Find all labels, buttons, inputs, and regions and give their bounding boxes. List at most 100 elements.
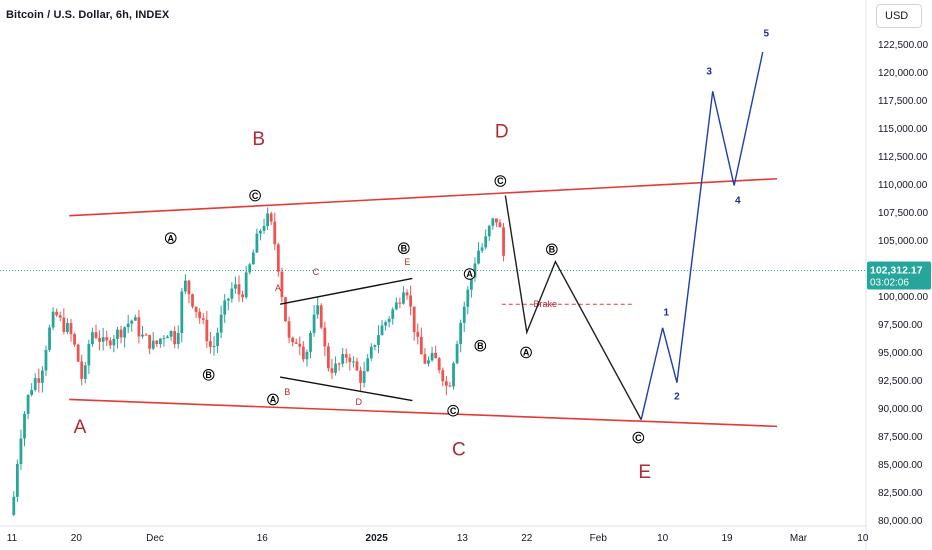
candle-body — [87, 344, 91, 366]
candle-body — [287, 321, 291, 338]
circled-label-c: C — [494, 175, 507, 187]
candle-body — [477, 250, 480, 264]
candle-body — [194, 306, 198, 312]
y-tick-label: 90,000.00 — [878, 404, 923, 415]
candle-body — [219, 314, 223, 333]
candle-body — [455, 344, 459, 364]
triangle-line-1[interactable] — [279, 277, 413, 305]
x-tick-label: Dec — [146, 533, 164, 544]
candle-body — [462, 306, 466, 323]
circle-mark — [546, 243, 558, 256]
candle-body — [391, 309, 395, 319]
x-tick-label: Feb — [590, 533, 608, 544]
y-tick-label: 110,000.00 — [878, 180, 928, 191]
circle-text: B — [401, 243, 408, 253]
candle-body — [212, 346, 216, 348]
candle-body — [276, 244, 280, 272]
wave-label-b: B — [252, 129, 265, 150]
candle-body — [244, 272, 248, 298]
circled-label-b: B — [202, 369, 215, 381]
x-tick-label: 10 — [657, 533, 669, 544]
candle-body — [55, 311, 59, 316]
candle-body — [151, 340, 155, 349]
candle-body — [444, 381, 448, 386]
circle-mark — [398, 242, 410, 255]
candle-body — [133, 317, 137, 321]
channel-line-upper[interactable] — [69, 177, 778, 217]
candle-body — [30, 389, 34, 395]
candle-body — [416, 332, 420, 337]
candle-body — [251, 252, 255, 265]
circle-mark — [632, 431, 645, 444]
x-tick-label: 13 — [457, 533, 469, 544]
current-price-badge — [867, 261, 931, 290]
candle-body — [48, 327, 51, 350]
candle-body — [341, 354, 345, 364]
candle-body — [273, 221, 277, 245]
candle-body — [280, 271, 284, 298]
wave-label-d: D — [495, 121, 509, 142]
candle-body — [266, 213, 270, 227]
candle-body — [26, 394, 30, 414]
candle-body — [187, 280, 191, 295]
impulse-label-3: 3 — [706, 67, 712, 78]
candle-body — [15, 464, 19, 497]
candle-body — [269, 213, 273, 222]
candle-body — [334, 363, 337, 373]
circle-mark — [447, 404, 459, 417]
candle-body — [373, 344, 377, 347]
circle-mark — [520, 346, 532, 359]
candle-body — [344, 354, 348, 358]
projection-path-abc[interactable] — [504, 195, 642, 420]
circle-text: C — [635, 433, 642, 443]
candle-body — [155, 340, 159, 345]
candle-body — [323, 327, 327, 347]
x-tick-label: 11 — [7, 533, 18, 544]
candle-body — [487, 225, 491, 237]
triangle-label-e: E — [404, 257, 410, 267]
candle-body — [402, 292, 405, 304]
y-tick-label: 120,000.00 — [878, 68, 928, 79]
candle-body — [301, 346, 305, 360]
circle-text: A — [167, 233, 174, 243]
candle-body — [377, 335, 380, 345]
circle-text: A — [523, 348, 530, 358]
candle-body — [12, 496, 16, 515]
projection-path-impulse[interactable] — [640, 51, 764, 420]
candle-body — [412, 306, 416, 333]
impulse-label-1: 1 — [663, 307, 669, 318]
candle-body — [348, 357, 352, 363]
candle-body — [209, 341, 212, 347]
candle-body — [387, 318, 391, 323]
circle-text: B — [549, 245, 556, 255]
impulse-label-5: 5 — [764, 28, 770, 39]
candle-body — [291, 337, 295, 343]
candle-body — [76, 344, 80, 362]
candle-body — [434, 352, 438, 359]
triangle-label-c: C — [313, 267, 320, 277]
candle-body — [19, 438, 23, 465]
candle-body — [430, 352, 434, 361]
candle-body — [169, 331, 173, 337]
candle-body — [37, 378, 41, 383]
triangle-line-2[interactable] — [280, 376, 413, 402]
circled-label-b: B — [474, 339, 487, 352]
candle-body — [112, 338, 116, 346]
candle-body — [69, 323, 73, 335]
candle-body — [484, 236, 488, 248]
candle-body — [384, 322, 387, 326]
candle-body — [369, 346, 373, 359]
y-tick-label: 112,500.00 — [878, 152, 928, 163]
candle-body — [448, 385, 452, 387]
circle-mark — [494, 175, 507, 187]
impulse-label-4: 4 — [735, 195, 741, 206]
bar-countdown-text: 03:02:06 — [870, 277, 909, 288]
wave-label-a: A — [74, 417, 87, 438]
candle-body — [262, 226, 266, 231]
candle-body — [495, 218, 498, 223]
currency-selector-button[interactable]: USD — [876, 4, 922, 28]
candle-body — [180, 291, 184, 333]
candle-body — [173, 331, 177, 345]
channel-line-lower[interactable] — [69, 398, 778, 428]
